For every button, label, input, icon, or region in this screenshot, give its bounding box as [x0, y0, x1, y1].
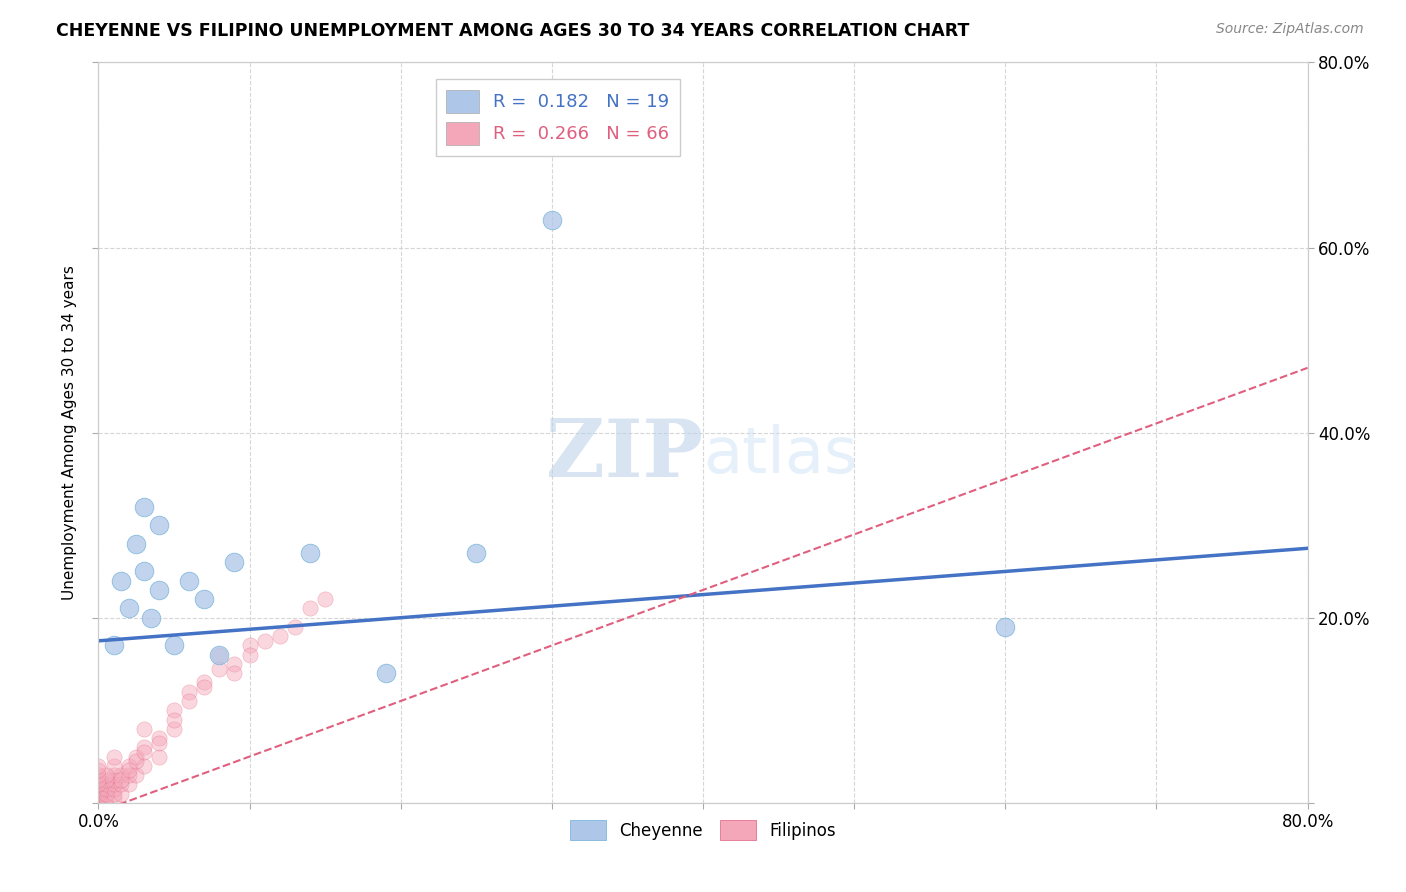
- Point: [148, 731, 170, 745]
- Point: [103, 787, 125, 801]
- Point: [163, 639, 186, 653]
- Point: [103, 791, 125, 805]
- Text: Source: ZipAtlas.com: Source: ZipAtlas.com: [1216, 22, 1364, 37]
- Point: [94, 796, 117, 810]
- Point: [103, 749, 125, 764]
- Point: [540, 212, 562, 227]
- Point: [148, 736, 170, 750]
- Point: [132, 500, 155, 514]
- Point: [224, 555, 246, 569]
- Point: [118, 601, 141, 615]
- Point: [110, 574, 132, 588]
- Point: [87, 787, 110, 801]
- Point: [103, 639, 125, 653]
- Point: [103, 768, 125, 782]
- Point: [125, 536, 148, 550]
- Point: [103, 777, 125, 791]
- Point: [94, 781, 117, 796]
- Point: [125, 768, 148, 782]
- Point: [87, 796, 110, 810]
- Point: [118, 758, 141, 772]
- Point: [87, 758, 110, 772]
- Point: [193, 675, 215, 690]
- Point: [465, 546, 488, 560]
- Point: [132, 745, 155, 759]
- Text: atlas: atlas: [703, 424, 858, 486]
- Point: [87, 796, 110, 810]
- Point: [125, 749, 148, 764]
- Point: [103, 772, 125, 787]
- Point: [132, 740, 155, 755]
- Point: [87, 772, 110, 787]
- Point: [208, 662, 231, 676]
- Point: [87, 781, 110, 796]
- Point: [103, 758, 125, 772]
- Point: [87, 777, 110, 791]
- Point: [314, 592, 336, 607]
- Point: [118, 764, 141, 778]
- Point: [87, 777, 110, 791]
- Point: [208, 648, 231, 662]
- Point: [87, 787, 110, 801]
- Point: [269, 629, 291, 643]
- Point: [132, 565, 155, 579]
- Point: [110, 777, 132, 791]
- Point: [110, 768, 132, 782]
- Point: [87, 791, 110, 805]
- Point: [110, 787, 132, 801]
- Point: [118, 777, 141, 791]
- Point: [299, 601, 322, 615]
- Text: ZIP: ZIP: [546, 416, 703, 494]
- Point: [94, 768, 117, 782]
- Point: [179, 694, 201, 708]
- Point: [87, 764, 110, 778]
- Legend: Cheyenne, Filipinos: Cheyenne, Filipinos: [562, 814, 844, 847]
- Point: [374, 666, 396, 681]
- Point: [87, 791, 110, 805]
- Point: [193, 680, 215, 694]
- Point: [148, 518, 170, 533]
- Point: [103, 781, 125, 796]
- Point: [94, 787, 117, 801]
- Point: [118, 768, 141, 782]
- Point: [148, 749, 170, 764]
- Point: [208, 648, 231, 662]
- Point: [87, 768, 110, 782]
- Point: [239, 648, 262, 662]
- Point: [148, 582, 170, 597]
- Point: [224, 666, 246, 681]
- Point: [239, 639, 262, 653]
- Point: [994, 620, 1017, 634]
- Point: [253, 633, 276, 648]
- Point: [193, 592, 215, 607]
- Point: [125, 754, 148, 768]
- Y-axis label: Unemployment Among Ages 30 to 34 years: Unemployment Among Ages 30 to 34 years: [62, 265, 77, 600]
- Point: [224, 657, 246, 671]
- Text: CHEYENNE VS FILIPINO UNEMPLOYMENT AMONG AGES 30 TO 34 YEARS CORRELATION CHART: CHEYENNE VS FILIPINO UNEMPLOYMENT AMONG …: [56, 22, 970, 40]
- Point: [284, 620, 307, 634]
- Point: [163, 722, 186, 736]
- Point: [87, 791, 110, 805]
- Point: [94, 791, 117, 805]
- Point: [163, 713, 186, 727]
- Point: [132, 722, 155, 736]
- Point: [141, 610, 163, 624]
- Point: [179, 685, 201, 699]
- Point: [94, 777, 117, 791]
- Point: [299, 546, 322, 560]
- Point: [132, 758, 155, 772]
- Point: [110, 772, 132, 787]
- Point: [94, 772, 117, 787]
- Point: [163, 703, 186, 717]
- Point: [87, 796, 110, 810]
- Point: [179, 574, 201, 588]
